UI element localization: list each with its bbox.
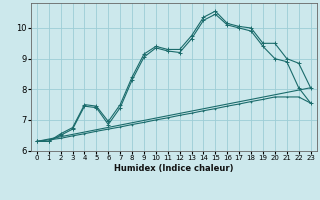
X-axis label: Humidex (Indice chaleur): Humidex (Indice chaleur)	[114, 164, 234, 173]
